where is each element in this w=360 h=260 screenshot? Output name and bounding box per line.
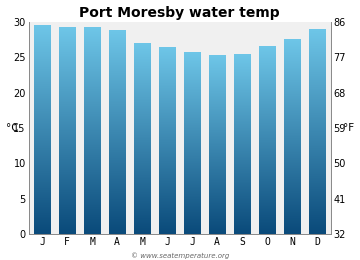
Text: © www.seatemperature.org: © www.seatemperature.org (131, 252, 229, 259)
Title: Port Moresby water temp: Port Moresby water temp (79, 5, 280, 19)
Y-axis label: °C: °C (5, 123, 18, 133)
Y-axis label: °F: °F (343, 123, 355, 133)
